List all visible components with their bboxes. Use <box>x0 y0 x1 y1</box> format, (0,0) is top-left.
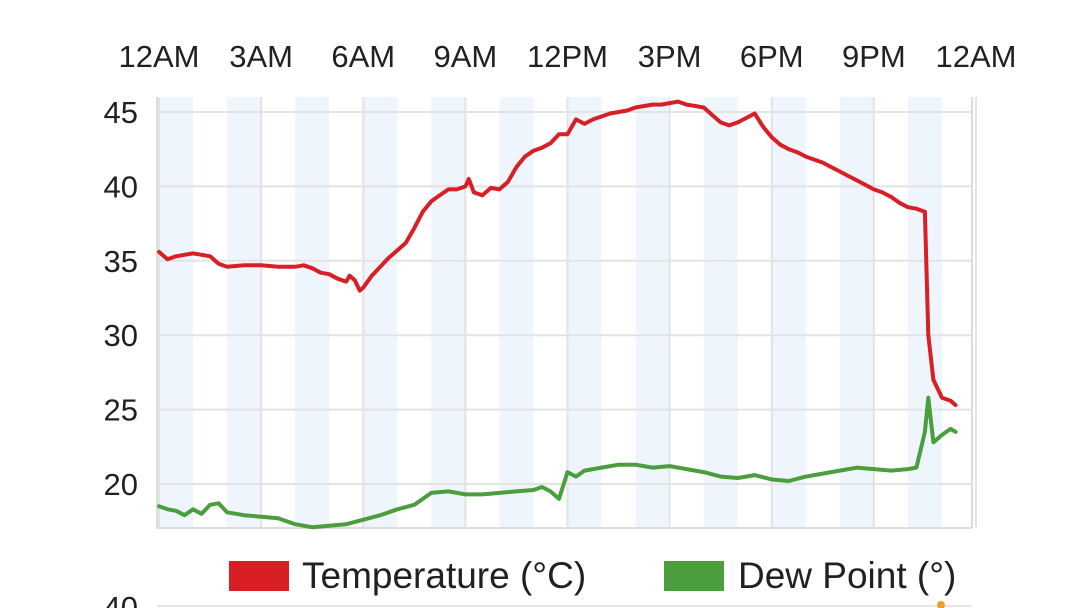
legend-swatch-dew-point <box>664 561 724 591</box>
x-tick-label: 3AM <box>229 39 293 74</box>
legend: Temperature (°C) Dew Point (°) <box>229 555 956 596</box>
temperature-line <box>157 99 958 408</box>
column-band <box>499 97 534 528</box>
legend-swatch-temperature <box>229 561 289 591</box>
x-tick-label: 12PM <box>527 39 608 74</box>
column-band <box>227 97 262 528</box>
x-tick-label: 3PM <box>638 39 702 74</box>
column-band <box>703 97 738 528</box>
y-tick-label: 20 <box>104 467 138 502</box>
column-band <box>635 97 670 528</box>
y-tick-label: 35 <box>104 244 138 279</box>
column-band <box>907 97 942 528</box>
series-lines <box>157 99 958 530</box>
next-chart-partial: 40 <box>104 590 972 608</box>
legend-label-temperature: Temperature (°C) <box>302 555 586 596</box>
column-band <box>839 97 874 528</box>
next-chart-marker <box>937 601 945 608</box>
x-tick-label: 6AM <box>331 39 395 74</box>
legend-label-dew-point: Dew Point (°) <box>738 555 956 596</box>
y-tick-label: 25 <box>104 393 138 428</box>
x-tick-label: 9PM <box>842 39 906 74</box>
y-tick-label: 40 <box>104 169 138 204</box>
column-band <box>431 97 466 528</box>
x-axis-tick-labels: 12AM 3AM 6AM 9AM 12PM 3PM 6PM 9PM 12AM <box>119 39 1017 74</box>
x-tick-label: 12AM <box>936 39 1017 74</box>
y-axis-tick-labels: 20 25 30 35 40 45 <box>104 95 138 502</box>
column-band <box>295 97 330 528</box>
column-band <box>771 97 806 528</box>
column-band <box>567 97 602 528</box>
x-tick-label: 12AM <box>119 39 200 74</box>
next-chart-y-tick-label: 40 <box>104 590 138 608</box>
column-bands <box>159 97 942 528</box>
dew-point-line <box>157 395 958 530</box>
y-tick-label: 30 <box>104 318 138 353</box>
x-tick-label: 9AM <box>434 39 498 74</box>
column-band <box>363 97 398 528</box>
column-band <box>159 97 194 528</box>
x-tick-label: 6PM <box>740 39 804 74</box>
y-tick-label: 45 <box>104 95 138 130</box>
